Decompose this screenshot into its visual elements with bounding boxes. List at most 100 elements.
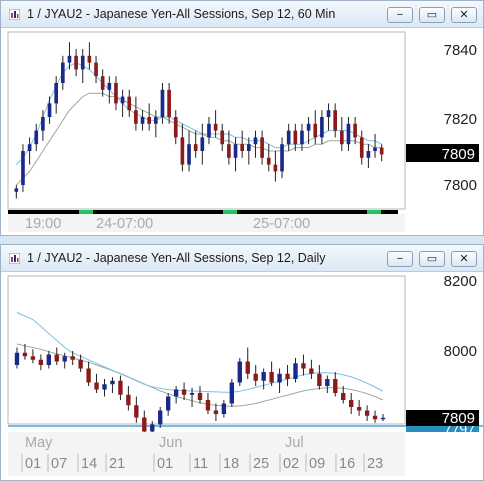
session-bar	[8, 210, 398, 214]
candle-body	[158, 410, 163, 425]
candle-body	[38, 359, 44, 365]
maximize-button[interactable]: ▭	[419, 251, 445, 267]
candle-body	[54, 83, 59, 104]
candle-body	[240, 144, 245, 151]
candle-body	[60, 62, 65, 83]
candle-body	[160, 89, 165, 117]
maximize-icon: ▭	[426, 9, 438, 21]
candle-body	[285, 373, 290, 379]
candle-body	[86, 368, 91, 383]
candle-body	[379, 147, 384, 155]
candle-body	[197, 393, 203, 400]
window-title: 1 / JYAU2 - Japanese Yen-All Sessions, S…	[27, 251, 326, 265]
candle-body	[120, 96, 125, 104]
candle-body	[34, 130, 39, 145]
candle-body	[153, 117, 158, 124]
candle-body	[167, 89, 171, 117]
candlestick-chart-daily[interactable]: 8200 8000 7809 7797 May Jun Jul 01 07 14 21…	[1, 272, 483, 480]
candle-body	[94, 62, 98, 77]
candle-body	[213, 123, 218, 131]
candle-body	[286, 130, 291, 145]
candle-body	[80, 55, 85, 70]
candle-body	[54, 354, 59, 362]
candle-body	[200, 137, 205, 151]
candle-body	[359, 137, 364, 158]
chart-icon	[9, 253, 20, 264]
candle-body	[301, 363, 306, 369]
candle-body	[293, 363, 298, 379]
candle-body	[107, 83, 112, 90]
candle-body	[165, 396, 171, 411]
candle-body	[339, 130, 344, 145]
candle-body	[30, 356, 36, 360]
date-axis	[8, 432, 405, 476]
day-label: 18	[223, 456, 239, 472]
candle-body	[261, 372, 266, 381]
candle-body	[14, 352, 20, 365]
candle-body	[21, 151, 25, 185]
session-marker	[79, 210, 93, 214]
candle-body	[150, 424, 155, 432]
candle-body	[147, 117, 152, 124]
title-bar[interactable]: 1 / JYAU2 - Japanese Yen-All Sessions, S…	[1, 245, 483, 272]
candle-body	[280, 144, 284, 172]
maximize-icon: ▭	[426, 253, 438, 265]
last-price-box	[406, 144, 479, 162]
month-label: Jun	[159, 435, 182, 451]
candle-body	[181, 389, 187, 395]
ref-price-label: 7797	[444, 421, 475, 437]
chart-window-daily[interactable]: 1 / JYAU2 - Japanese Yen-All Sessions, S…	[0, 244, 484, 481]
candle-body	[372, 415, 378, 420]
time-label: 19:00	[25, 216, 61, 232]
candle-body	[349, 400, 354, 407]
candle-body	[356, 407, 362, 411]
minimize-button[interactable]: −	[387, 251, 413, 267]
candle-body	[114, 83, 118, 104]
candlestick-chart-60min[interactable]: 7840 7820 7800 7809 19:00 24-07:00 25-07…	[1, 28, 483, 235]
candle-body	[41, 117, 45, 131]
candle-body	[353, 123, 357, 138]
candle-body	[87, 55, 92, 63]
plot-area	[7, 31, 406, 210]
last-price-label: 7809	[442, 410, 475, 427]
day-label: 23	[367, 456, 383, 472]
month-label: Jul	[285, 435, 304, 451]
title-bar[interactable]: 1 / JYAU2 - Japanese Yen-All Sessions, S…	[1, 1, 483, 28]
candle-body	[260, 137, 264, 158]
candle-body	[110, 380, 115, 385]
candle-body	[229, 382, 235, 404]
day-label: 02	[283, 456, 299, 472]
day-label: 16	[339, 456, 355, 472]
close-button[interactable]: ✕	[451, 251, 477, 267]
ref-price-clip: 7797	[444, 421, 475, 437]
candle-body	[187, 144, 191, 165]
candle-body	[246, 144, 251, 151]
candle-body	[380, 417, 386, 420]
price-label-7820: 7820	[444, 111, 477, 128]
minimize-button[interactable]: −	[387, 7, 413, 23]
candle-body	[253, 137, 258, 145]
candle-body	[366, 151, 371, 158]
close-button[interactable]: ✕	[451, 7, 477, 23]
candle-body	[126, 394, 131, 406]
candle-body	[205, 400, 211, 411]
candle-body	[102, 384, 107, 390]
price-label-8200: 8200	[444, 273, 477, 290]
candle-body	[207, 123, 211, 138]
day-label: 01	[157, 456, 173, 472]
candle-body	[266, 157, 271, 165]
candle-body	[46, 354, 51, 365]
day-label: 11	[193, 456, 208, 472]
time-label: 24-07:00	[96, 216, 153, 232]
maximize-button[interactable]: ▭	[419, 7, 445, 23]
candle-body	[320, 117, 324, 138]
candle-body	[313, 123, 318, 138]
candle-body	[27, 144, 32, 151]
candle-body	[142, 417, 147, 432]
candle-body	[245, 361, 250, 374]
price-label-7840: 7840	[444, 42, 477, 59]
candle-body	[140, 117, 145, 124]
chart-window-60min[interactable]: 1 / JYAU2 - Japanese Yen-All Sessions, S…	[0, 0, 484, 236]
window-title: 1 / JYAU2 - Japanese Yen-All Sessions, S…	[27, 7, 336, 21]
last-price-label: 7809	[442, 146, 475, 163]
